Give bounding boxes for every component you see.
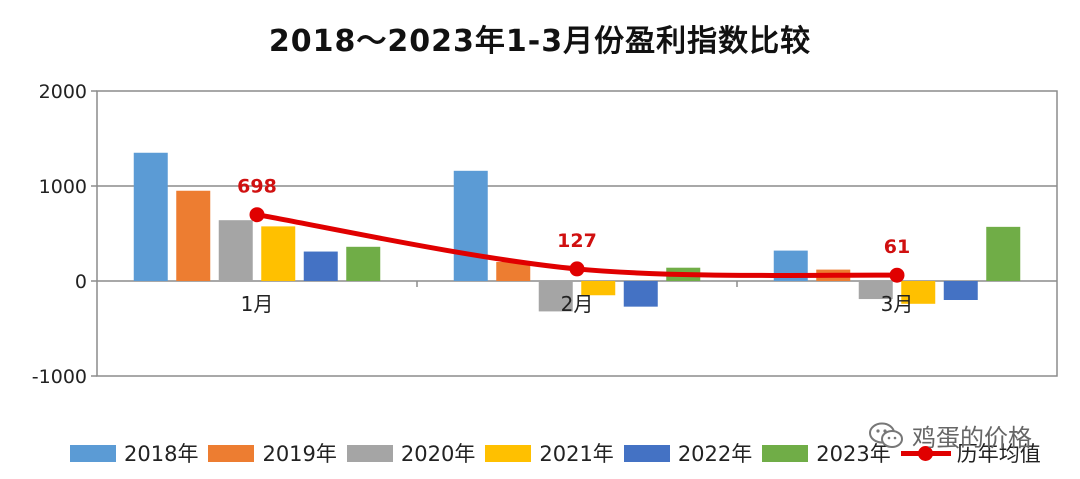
plot-area <box>96 90 1058 377</box>
chart-title: 2018～2023年1-3月份盈利指数比较 <box>268 24 812 59</box>
bar-2021年-3月 <box>901 281 936 304</box>
bar-2019年-2月 <box>496 262 531 281</box>
x-tick-label: 1月 <box>241 292 274 316</box>
legend-swatch <box>208 444 255 462</box>
avg-data-label: 61 <box>884 236 910 258</box>
bar-2023年-1月 <box>346 246 381 281</box>
avg-point <box>249 207 265 223</box>
chart-legend: 2018年 2019年 2020年 2021年 2022年 2023年 历年均值 <box>70 438 1051 468</box>
avg-point <box>889 267 905 283</box>
legend-line-marker <box>900 445 951 462</box>
legend-label: 2021年 <box>539 442 614 466</box>
legend-label: 2018年 <box>124 442 199 466</box>
y-tick-label: 0 <box>75 271 87 293</box>
bar-2022年-2月 <box>623 281 658 307</box>
legend-item: 2018年 <box>70 438 198 468</box>
legend-label: 2020年 <box>400 442 476 466</box>
legend-item: 2022年 <box>623 438 753 468</box>
bar-2019年-1月 <box>176 190 211 281</box>
wechat-icon <box>869 422 903 448</box>
bar-2021年-2月 <box>581 281 616 296</box>
avg-data-label: 127 <box>557 230 597 252</box>
legend-label: 2022年 <box>677 442 753 466</box>
legend-item: 2023年 <box>762 438 891 468</box>
avg-point <box>569 261 585 277</box>
legend-item: 历年均值 <box>900 438 1041 468</box>
legend-item: 2020年 <box>346 438 476 468</box>
bar-2022年-3月 <box>943 281 978 300</box>
legend-label: 历年均值 <box>956 442 1041 466</box>
bar-2023年-3月 <box>986 226 1021 281</box>
bar-2022年-1月 <box>303 251 338 281</box>
avg-data-label: 698 <box>237 176 277 198</box>
x-tick-label: 3月 <box>881 292 914 316</box>
y-tick-label: 1000 <box>39 176 87 198</box>
bar-2021年-1月 <box>261 226 296 281</box>
legend-swatch <box>623 444 670 462</box>
legend-swatch <box>485 444 532 462</box>
legend-swatch <box>346 444 393 462</box>
legend-item: 2019年 <box>208 438 337 468</box>
bar-2020年-1月 <box>218 220 253 281</box>
x-tick-label: 2月 <box>561 292 594 316</box>
bar-2018年-2月 <box>453 170 488 281</box>
legend-label: 2019年 <box>262 442 337 466</box>
y-tick-label: -1000 <box>32 366 87 388</box>
watermark: 鸡蛋的价格 <box>868 418 1032 453</box>
y-tick-label: 2000 <box>39 81 87 103</box>
legend-item: 2021年 <box>485 438 614 468</box>
bar-2020年-2月 <box>538 281 573 312</box>
legend-swatch <box>762 444 809 462</box>
legend-swatch <box>70 444 116 462</box>
legend-label: 2023年 <box>816 442 891 466</box>
watermark-label: 鸡蛋的价格 <box>912 424 1032 452</box>
bar-2020年-3月 <box>858 281 893 300</box>
bar-2018年-1月 <box>133 152 168 281</box>
